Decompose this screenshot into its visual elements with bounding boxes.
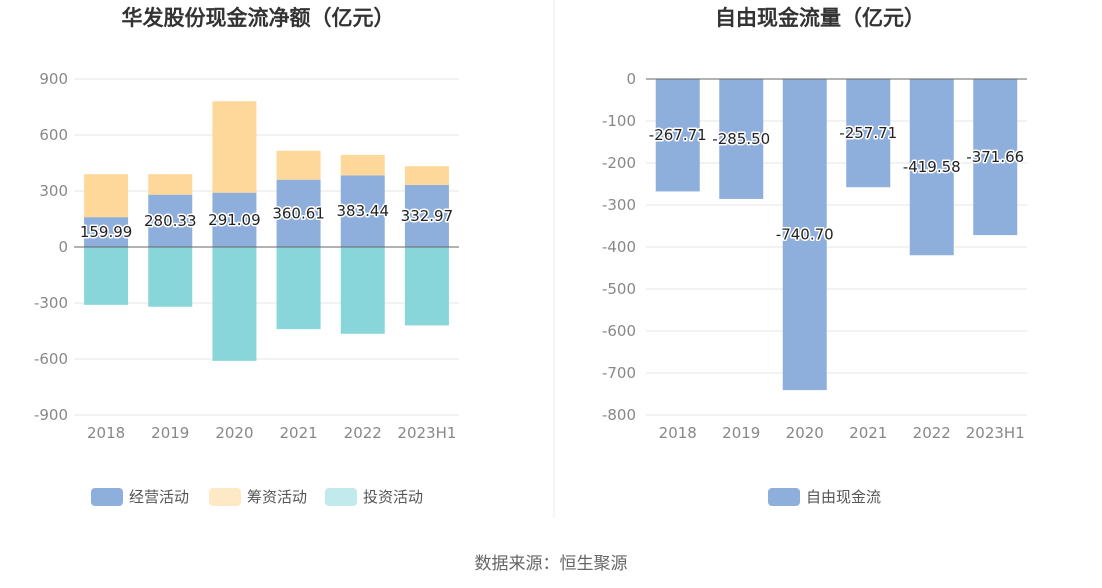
data-label: 291.09 [208, 211, 261, 229]
data-label: 360.61 [272, 204, 325, 222]
bar-筹资活动-2019 [148, 174, 193, 195]
chart2-legend: 自由现金流 [768, 488, 881, 506]
data-label: -285.50 [712, 130, 770, 148]
y-tick-label: -100 [602, 112, 636, 130]
chart1-x-axis: 2018 2019 2020 2021 2022 2023H1 [87, 424, 456, 442]
chart1-gridlines [74, 78, 459, 416]
chart2-x-axis: 2018 2019 2020 2021 2022 2023H1 [659, 424, 1025, 442]
chart2-bars [655, 79, 1018, 391]
bar-经营活动-2021 [276, 179, 321, 247]
y-tick-label: -200 [602, 154, 636, 172]
chart2-y-axis: 0 -100 -200 -300 -400 -500 -600 -700 -800 [602, 70, 636, 424]
legend-swatch-筹资活动 [209, 488, 241, 506]
bar-自由现金流-2023H1 [973, 79, 1018, 236]
chart2-title: 自由现金流量（亿元） [715, 6, 925, 30]
bar-自由现金流-2019 [719, 79, 764, 199]
y-tick-label: 600 [39, 126, 68, 144]
y-tick-label: -300 [602, 196, 636, 214]
bar-自由现金流-2022 [909, 79, 954, 256]
y-tick-label: -800 [602, 406, 636, 424]
legend-label-经营活动: 经营活动 [129, 488, 189, 506]
y-tick-label: -900 [34, 406, 68, 424]
bar-筹资活动-2022 [340, 154, 385, 176]
legend-label-投资活动: 投资活动 [363, 488, 423, 506]
bar-自由现金流-2020 [782, 79, 827, 391]
y-tick-label: -600 [34, 350, 68, 368]
x-tick-label: 2023H1 [966, 424, 1025, 442]
bar-投资活动-2020 [212, 247, 257, 361]
y-tick-label: -400 [602, 238, 636, 256]
chart1-y-axis: 900 600 300 0 -300 -600 -900 [34, 70, 68, 424]
y-tick-label: 900 [39, 70, 68, 88]
legend-label-筹资活动: 筹资活动 [247, 488, 307, 506]
free-cash-flow-chart: 自由现金流量（亿元） 0 -100 -200 -300 -400 -500 -600 -700… [602, 6, 1027, 506]
bar-筹资活动-2020 [212, 101, 257, 193]
y-tick-label: -500 [602, 280, 636, 298]
x-tick-label: 2022 [344, 424, 382, 442]
bar-筹资活动-2021 [276, 150, 321, 180]
data-source-note: 数据来源：恒生聚源 [475, 554, 628, 574]
data-label: -267.71 [649, 126, 707, 144]
bar-经营活动-2022 [340, 175, 385, 247]
bar-投资活动-2022 [340, 247, 385, 334]
x-tick-label: 2023H1 [397, 424, 456, 442]
chart2-gridlines [646, 120, 1027, 416]
x-tick-label: 2021 [279, 424, 317, 442]
bar-自由现金流-2018 [655, 79, 700, 192]
bar-经营活动-2018 [84, 217, 129, 247]
bar-经营活动-2023H1 [404, 184, 449, 247]
bar-投资活动-2023H1 [404, 247, 449, 326]
y-tick-label: 300 [39, 182, 68, 200]
data-label: -419.58 [903, 158, 961, 176]
x-tick-label: 2019 [722, 424, 760, 442]
bar-筹资活动-2023H1 [404, 166, 449, 185]
x-tick-label: 2018 [87, 424, 125, 442]
bar-投资活动-2021 [276, 247, 321, 330]
x-tick-label: 2022 [913, 424, 951, 442]
x-tick-label: 2020 [786, 424, 824, 442]
data-label: 280.33 [144, 212, 197, 230]
x-tick-label: 2020 [215, 424, 253, 442]
y-tick-label: -700 [602, 364, 636, 382]
data-label: -257.71 [839, 124, 897, 142]
bar-自由现金流-2021 [846, 79, 891, 188]
cash-flow-net-chart: 华发股份现金流净额（亿元） 900 600 300 0 -300 -600 -900 159… [34, 6, 459, 506]
bar-经营活动-2020 [212, 192, 257, 247]
chart1-data-labels: 159.99 280.33 291.09 360.61 383.44 332.97 [78, 201, 454, 243]
data-label: 383.44 [337, 202, 390, 220]
bar-筹资活动-2018 [84, 174, 129, 218]
chart1-legend: 经营活动 筹资活动 投资活动 [91, 488, 423, 506]
y-tick-label: 0 [58, 238, 68, 256]
data-label: 332.97 [401, 207, 454, 225]
x-tick-label: 2021 [849, 424, 887, 442]
chart1-title: 华发股份现金流净额（亿元） [122, 6, 395, 30]
legend-swatch-自由现金流 [768, 488, 800, 506]
chart1-bars [84, 101, 449, 361]
data-label: -740.70 [776, 226, 834, 244]
legend-swatch-投资活动 [325, 488, 357, 506]
bar-投资活动-2018 [84, 247, 129, 305]
data-label: 159.99 [80, 223, 133, 241]
y-tick-label: -600 [602, 322, 636, 340]
data-label: -371.66 [966, 148, 1024, 166]
legend-swatch-经营活动 [91, 488, 123, 506]
bar-投资活动-2019 [148, 247, 193, 307]
y-tick-label: 0 [626, 70, 636, 88]
bar-经营活动-2019 [148, 194, 193, 247]
x-tick-label: 2018 [659, 424, 697, 442]
y-tick-label: -300 [34, 294, 68, 312]
legend-label-自由现金流: 自由现金流 [806, 488, 881, 506]
x-tick-label: 2019 [151, 424, 189, 442]
chart2-data-labels: -267.71 -285.50 -740.70 -257.71 -419.58 -371.… [647, 123, 1025, 245]
